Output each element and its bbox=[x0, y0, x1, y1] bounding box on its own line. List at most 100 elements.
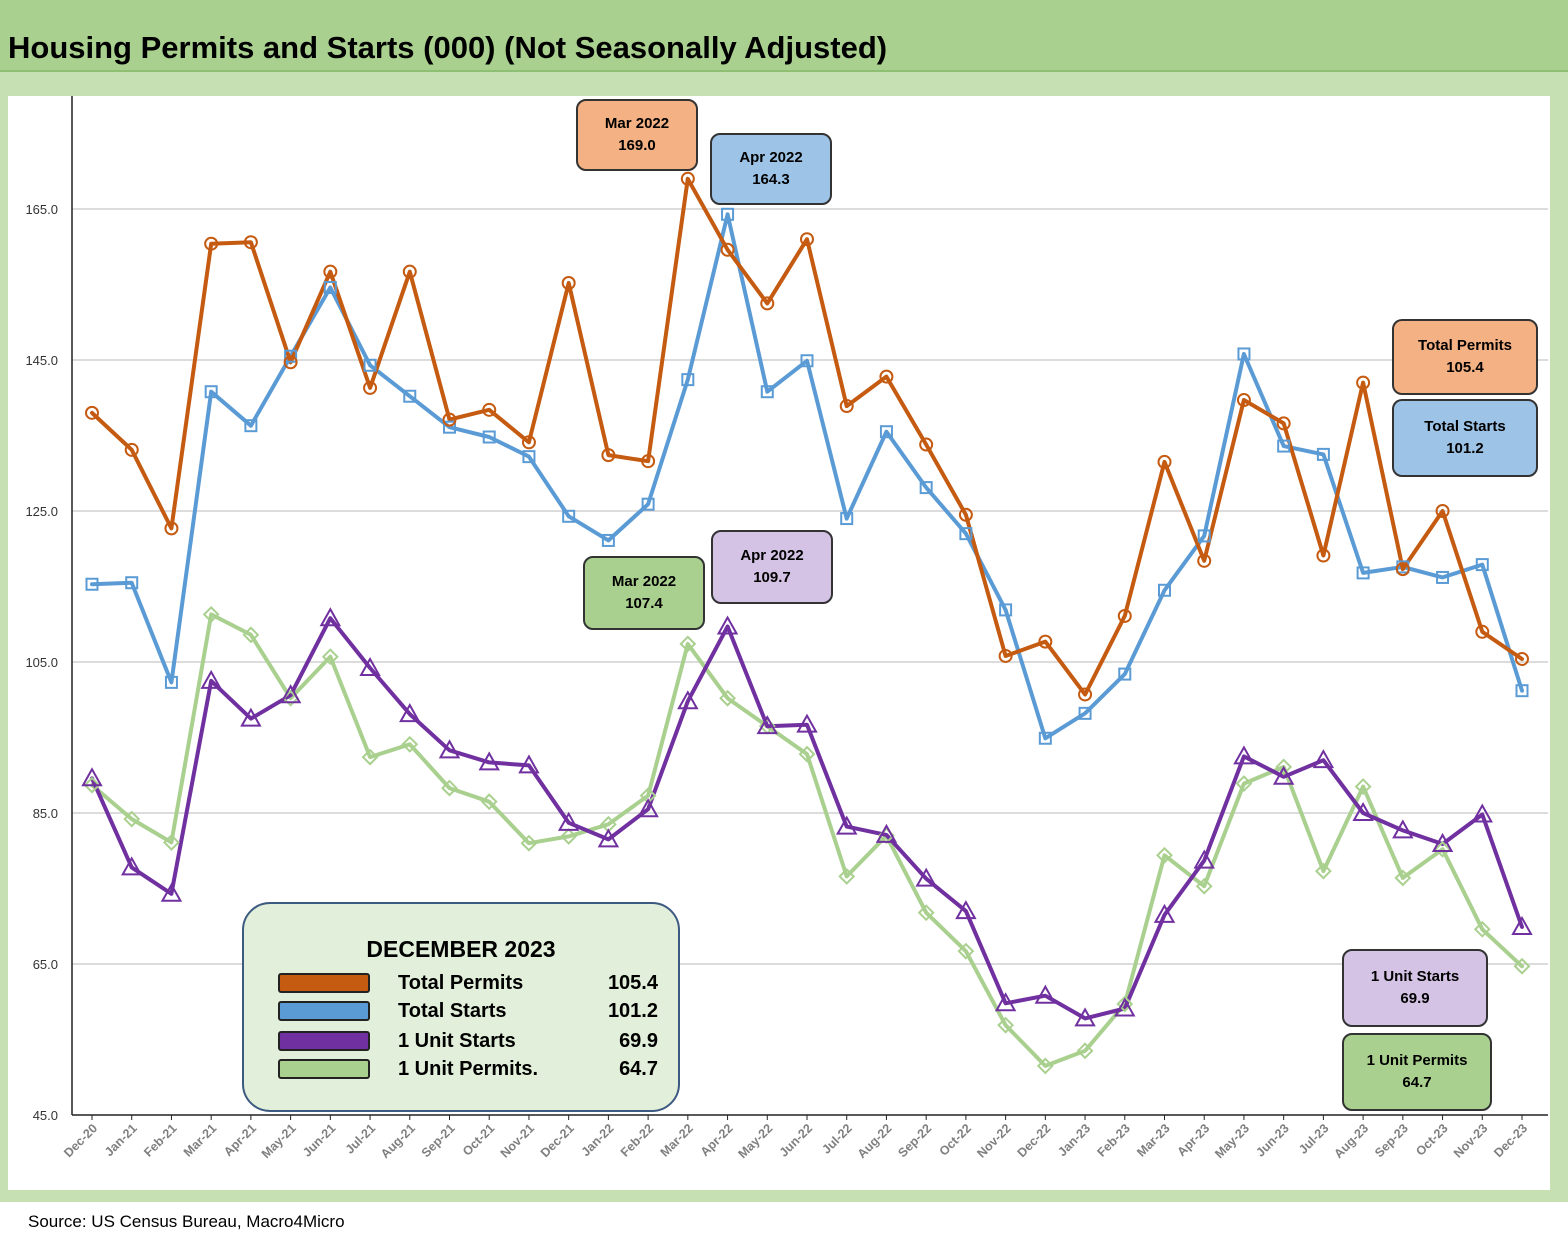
point-square bbox=[1078, 706, 1092, 720]
point-circle bbox=[879, 369, 894, 384]
point-square bbox=[840, 512, 854, 526]
point-diamond bbox=[1473, 920, 1491, 938]
legend-value: 69.9 bbox=[619, 1030, 658, 1052]
legend-value: 64.7 bbox=[619, 1058, 658, 1080]
point-diamond bbox=[1116, 995, 1134, 1013]
point-circle bbox=[1356, 375, 1371, 390]
point-square bbox=[959, 527, 973, 541]
point-circle bbox=[402, 264, 417, 279]
point-triangle bbox=[1153, 903, 1176, 923]
x-tick-label: Aug-23 bbox=[1331, 1121, 1371, 1161]
point-square bbox=[800, 354, 814, 368]
legend-value: 101.2 bbox=[607, 1000, 658, 1022]
point-circle bbox=[243, 235, 258, 250]
point-square bbox=[363, 358, 377, 372]
x-tick-label: Feb-21 bbox=[141, 1121, 179, 1159]
point-triangle bbox=[836, 815, 858, 835]
x-tick-label: Nov-21 bbox=[498, 1121, 537, 1160]
legend-label: Total Starts bbox=[398, 1000, 507, 1022]
point-circle bbox=[839, 399, 854, 414]
point-diamond bbox=[1195, 877, 1213, 895]
legend-swatch bbox=[278, 973, 370, 993]
point-circle bbox=[283, 355, 298, 370]
callout-line2: 105.4 bbox=[1446, 359, 1484, 376]
point-circle bbox=[442, 412, 457, 427]
legend-label: 1 Unit Permits. bbox=[398, 1058, 539, 1080]
point-square bbox=[1475, 558, 1489, 572]
callout-line2: 169.0 bbox=[618, 137, 656, 154]
point-circle bbox=[363, 380, 378, 395]
point-square bbox=[1118, 667, 1132, 681]
point-diamond bbox=[123, 810, 141, 828]
point-circle bbox=[1395, 562, 1410, 577]
point-diamond bbox=[1235, 775, 1253, 792]
point-circle bbox=[680, 171, 695, 186]
x-tick-label: Sep-21 bbox=[419, 1121, 458, 1160]
point-triangle bbox=[875, 823, 898, 843]
point-square bbox=[323, 281, 337, 295]
x-tick-label: Oct-23 bbox=[1413, 1121, 1450, 1158]
point-square bbox=[999, 603, 1013, 617]
point-square bbox=[204, 385, 218, 399]
callout-apr-2022-starts: Apr 2022 164.3 bbox=[710, 133, 832, 205]
point-square bbox=[1436, 570, 1450, 584]
point-triangle bbox=[1511, 915, 1533, 936]
point-diamond bbox=[1354, 778, 1372, 795]
legend-entry-total-permits: Total Permits 105.4 bbox=[278, 972, 658, 996]
point-diamond bbox=[1394, 869, 1412, 887]
point-triangle bbox=[1352, 801, 1374, 821]
point-diamond bbox=[520, 834, 538, 852]
y-tick-label: 85.0 bbox=[33, 806, 58, 821]
legend: DECEMBER 2023 Total Permits 105.4 Total … bbox=[242, 902, 680, 1112]
point-triangle bbox=[160, 882, 183, 902]
point-square bbox=[1277, 439, 1291, 453]
legend-title: DECEMBER 2023 bbox=[366, 936, 556, 962]
point-triangle bbox=[557, 811, 580, 831]
point-triangle bbox=[478, 751, 500, 771]
point-circle bbox=[1316, 548, 1331, 563]
x-tick-label: Mar-22 bbox=[658, 1121, 696, 1159]
point-diamond bbox=[997, 1016, 1015, 1034]
callout-line2: 64.7 bbox=[1402, 1074, 1432, 1091]
point-diamond bbox=[361, 748, 379, 766]
point-circle bbox=[323, 264, 338, 279]
legend-entry-1unit-starts: 1 Unit Starts 69.9 bbox=[278, 1030, 658, 1054]
point-circle bbox=[800, 232, 814, 247]
point-diamond bbox=[679, 635, 697, 653]
series-line-1 bbox=[90, 212, 1524, 741]
x-tick-label: Jul-22 bbox=[819, 1121, 854, 1156]
point-square bbox=[1237, 347, 1251, 361]
callout-end-1unit-starts: 1 Unit Starts 69.9 bbox=[1342, 949, 1488, 1027]
callout-line1: Apr 2022 bbox=[739, 149, 803, 166]
point-triangle bbox=[994, 992, 1017, 1012]
legend-label: Total Permits bbox=[398, 972, 524, 994]
callout-apr-2022-1unit-starts: Apr 2022 109.7 bbox=[711, 530, 833, 604]
point-diamond bbox=[1513, 957, 1531, 975]
source-note: Source: US Census Bureau, Macro4Micro bbox=[28, 1212, 345, 1231]
point-square bbox=[85, 577, 99, 591]
point-circle bbox=[164, 521, 179, 536]
point-triangle bbox=[637, 798, 659, 818]
callout-end-total-permits: Total Permits 105.4 bbox=[1392, 319, 1538, 395]
point-triangle bbox=[597, 828, 620, 848]
chart-title: Housing Permits and Starts (000) (Not Se… bbox=[8, 30, 888, 65]
point-circle bbox=[1515, 651, 1529, 666]
point-circle bbox=[919, 437, 934, 452]
callout-line1: Apr 2022 bbox=[740, 547, 804, 564]
point-diamond bbox=[441, 779, 458, 797]
x-tick-label: Aug-21 bbox=[378, 1121, 418, 1161]
point-diamond bbox=[1036, 1057, 1054, 1075]
point-diamond bbox=[838, 868, 856, 885]
y-tick-label: 125.0 bbox=[25, 504, 58, 519]
legend-swatch bbox=[278, 1001, 370, 1021]
legend-swatch bbox=[278, 1059, 370, 1079]
point-circle bbox=[1236, 393, 1251, 408]
y-tick-label: 45.0 bbox=[33, 1108, 58, 1123]
x-tick-label: Jun-21 bbox=[300, 1121, 338, 1159]
callout-line1: Total Starts bbox=[1424, 418, 1506, 435]
point-circle bbox=[958, 507, 973, 522]
point-square bbox=[1158, 583, 1171, 597]
callout-line1: Total Permits bbox=[1418, 337, 1512, 354]
x-tick-label: Sep-23 bbox=[1372, 1121, 1411, 1160]
point-triangle bbox=[1074, 1007, 1096, 1027]
